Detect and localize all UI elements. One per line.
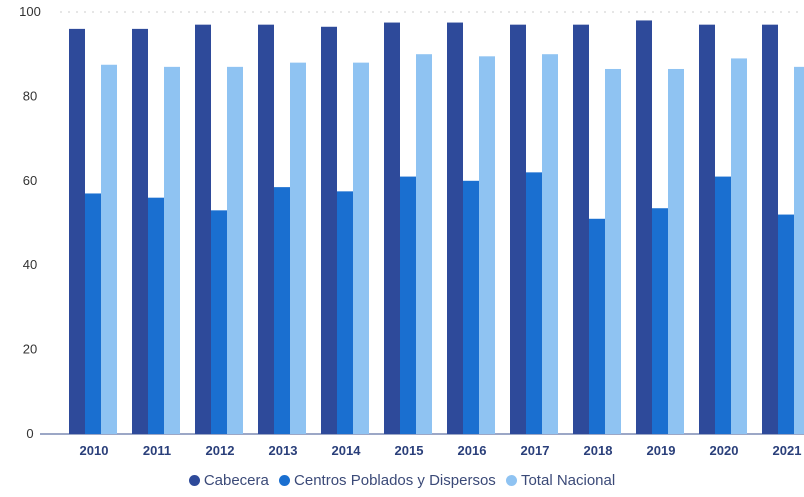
bar-centros-poblados-y-dispersos-2012[interactable] [211,210,227,434]
bar-centros-poblados-y-dispersos-2020[interactable] [715,176,731,434]
legend-item-centros-poblados[interactable]: Centros Poblados y Dispersos [279,472,496,489]
x-tick-label: 2015 [395,443,424,458]
bar-centros-poblados-y-dispersos-2021[interactable] [778,214,794,434]
bar-total-nacional-2015[interactable] [416,54,432,434]
bars [69,20,804,435]
bar-cabecera-2010[interactable] [69,28,85,434]
legend-label: Centros Poblados y Dispersos [294,472,496,489]
x-tick-label: 2021 [773,443,802,458]
bar-cabecera-2014[interactable] [321,26,337,435]
legend-label: Total Nacional [520,472,616,489]
legend-label: Cabecera [203,472,269,489]
x-tick-label: 2020 [710,443,739,458]
y-tick-label: 60 [23,173,37,188]
bar-total-nacional-2014[interactable] [353,62,369,434]
bar-centros-poblados-y-dispersos-2013[interactable] [274,187,290,434]
x-tick-label: 2016 [458,443,487,458]
bar-cabecera-2016[interactable] [447,22,463,435]
bar-total-nacional-2021[interactable] [794,66,804,435]
bar-cabecera-2020[interactable] [699,24,715,434]
bar-total-nacional-2020[interactable] [731,58,747,435]
bar-cabecera-2019[interactable] [636,20,652,434]
bar-centros-poblados-y-dispersos-2011[interactable] [148,197,164,434]
y-tick-label: 80 [23,88,37,103]
x-axis: 2010 2011 2012 2013 2014 2015 2016 2017 2018 2019… [80,443,802,458]
bar-total-nacional-2011[interactable] [164,66,180,435]
legend-dot-icon [279,475,291,486]
bar-total-nacional-2019[interactable] [668,68,684,434]
bar-cabecera-2021[interactable] [762,24,778,434]
bar-centros-poblados-y-dispersos-2014[interactable] [337,191,353,434]
bar-centros-poblados-y-dispersos-2010[interactable] [85,193,101,434]
x-tick-label: 2012 [206,443,235,458]
y-axis: 0 20 40 60 80 100 [19,4,41,441]
bar-centros-poblados-y-dispersos-2017[interactable] [526,172,542,435]
x-tick-label: 2018 [584,443,613,458]
bar-total-nacional-2017[interactable] [542,54,558,434]
bar-cabecera-2013[interactable] [258,24,274,434]
bar-centros-poblados-y-dispersos-2015[interactable] [400,176,416,434]
bar-centros-poblados-y-dispersos-2019[interactable] [652,208,668,434]
bar-total-nacional-2018[interactable] [605,68,621,434]
legend: Cabecera Centros Poblados y Dispersos To… [0,472,804,489]
x-tick-label: 2011 [143,443,171,458]
y-tick-label: 100 [19,4,41,19]
bar-cabecera-2012[interactable] [195,24,211,434]
legend-item-cabecera[interactable]: Cabecera [188,472,269,489]
y-tick-label: 40 [23,257,37,272]
x-tick-label: 2014 [332,443,362,458]
legend-dot-icon [188,475,200,486]
x-tick-label: 2017 [521,443,550,458]
bar-cabecera-2017[interactable] [510,24,526,434]
y-tick-label: 0 [26,426,33,441]
x-tick-label: 2013 [269,443,298,458]
legend-dot-icon [505,475,517,486]
bar-cabecera-2011[interactable] [132,28,148,434]
bar-total-nacional-2013[interactable] [290,62,306,434]
x-tick-label: 2019 [647,443,676,458]
bar-total-nacional-2016[interactable] [479,56,495,435]
bar-centros-poblados-y-dispersos-2016[interactable] [463,180,479,434]
bar-centros-poblados-y-dispersos-2018[interactable] [589,218,605,434]
legend-item-total-nacional[interactable]: Total Nacional [505,472,616,489]
bar-cabecera-2015[interactable] [384,22,400,435]
y-tick-label: 20 [23,342,37,357]
x-tick-label: 2010 [80,443,109,458]
bar-total-nacional-2012[interactable] [227,66,243,435]
bar-cabecera-2018[interactable] [573,24,589,434]
bar-total-nacional-2010[interactable] [101,64,117,434]
